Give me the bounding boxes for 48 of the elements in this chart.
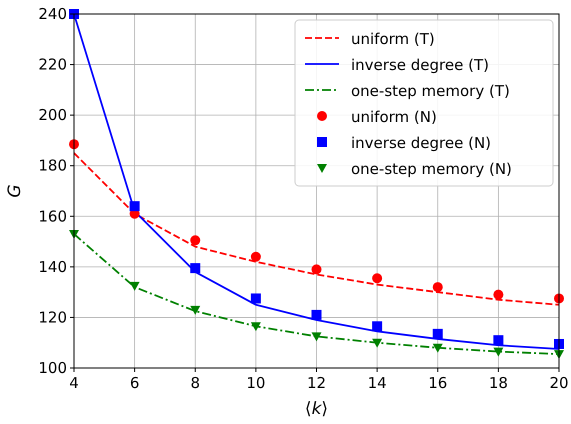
- y-tick-label: 100: [38, 359, 67, 377]
- legend-label: one-step memory (T): [351, 82, 510, 100]
- point: [312, 264, 322, 274]
- point: [190, 235, 200, 246]
- y-tick-label: 120: [38, 308, 67, 326]
- x-tick-label: 12: [306, 374, 326, 392]
- legend-label: uniform (N): [351, 108, 437, 126]
- point: [372, 273, 382, 284]
- point: [312, 310, 322, 320]
- x-tick-label: 14: [368, 374, 387, 392]
- x-tick-label: 8: [190, 374, 200, 392]
- point: [250, 322, 261, 332]
- y-tick-label: 140: [38, 258, 67, 276]
- point: [372, 338, 382, 348]
- x-tick-label: 6: [130, 374, 140, 392]
- legend-label: inverse degree (T): [351, 56, 489, 74]
- x-tick-label: 10: [246, 374, 266, 392]
- y-tick-label: 160: [38, 207, 67, 226]
- x-tick-label: 16: [428, 374, 448, 392]
- point: [493, 348, 504, 357]
- point: [312, 332, 322, 342]
- x-tick-label: 20: [549, 374, 569, 392]
- point: [493, 290, 504, 300]
- point: [493, 335, 504, 346]
- point: [130, 201, 140, 212]
- point: [432, 328, 443, 339]
- point: [250, 293, 261, 304]
- legend-label: uniform (T): [351, 30, 435, 48]
- point: [190, 263, 200, 274]
- point: [69, 9, 79, 19]
- point: [432, 282, 443, 292]
- point: [372, 321, 382, 332]
- y-tick-label: 180: [38, 156, 67, 175]
- legend-label: one-step memory (N): [351, 160, 512, 178]
- point: [130, 282, 140, 291]
- y-tick-label: 220: [38, 56, 67, 74]
- point: [190, 306, 200, 315]
- point: [554, 338, 564, 349]
- y-tick-label: 200: [38, 106, 67, 124]
- point: [250, 252, 261, 262]
- x-tick-label: 4: [69, 374, 79, 392]
- y-tick-label: 240: [38, 5, 67, 23]
- y-axis-title: G: [5, 184, 25, 198]
- x-tick-label: 18: [488, 374, 508, 392]
- x-axis-title: ⟨k⟩: [304, 399, 328, 419]
- legend-label: inverse degree (N): [351, 134, 492, 152]
- point: [432, 344, 443, 353]
- line-series: [73, 152, 560, 306]
